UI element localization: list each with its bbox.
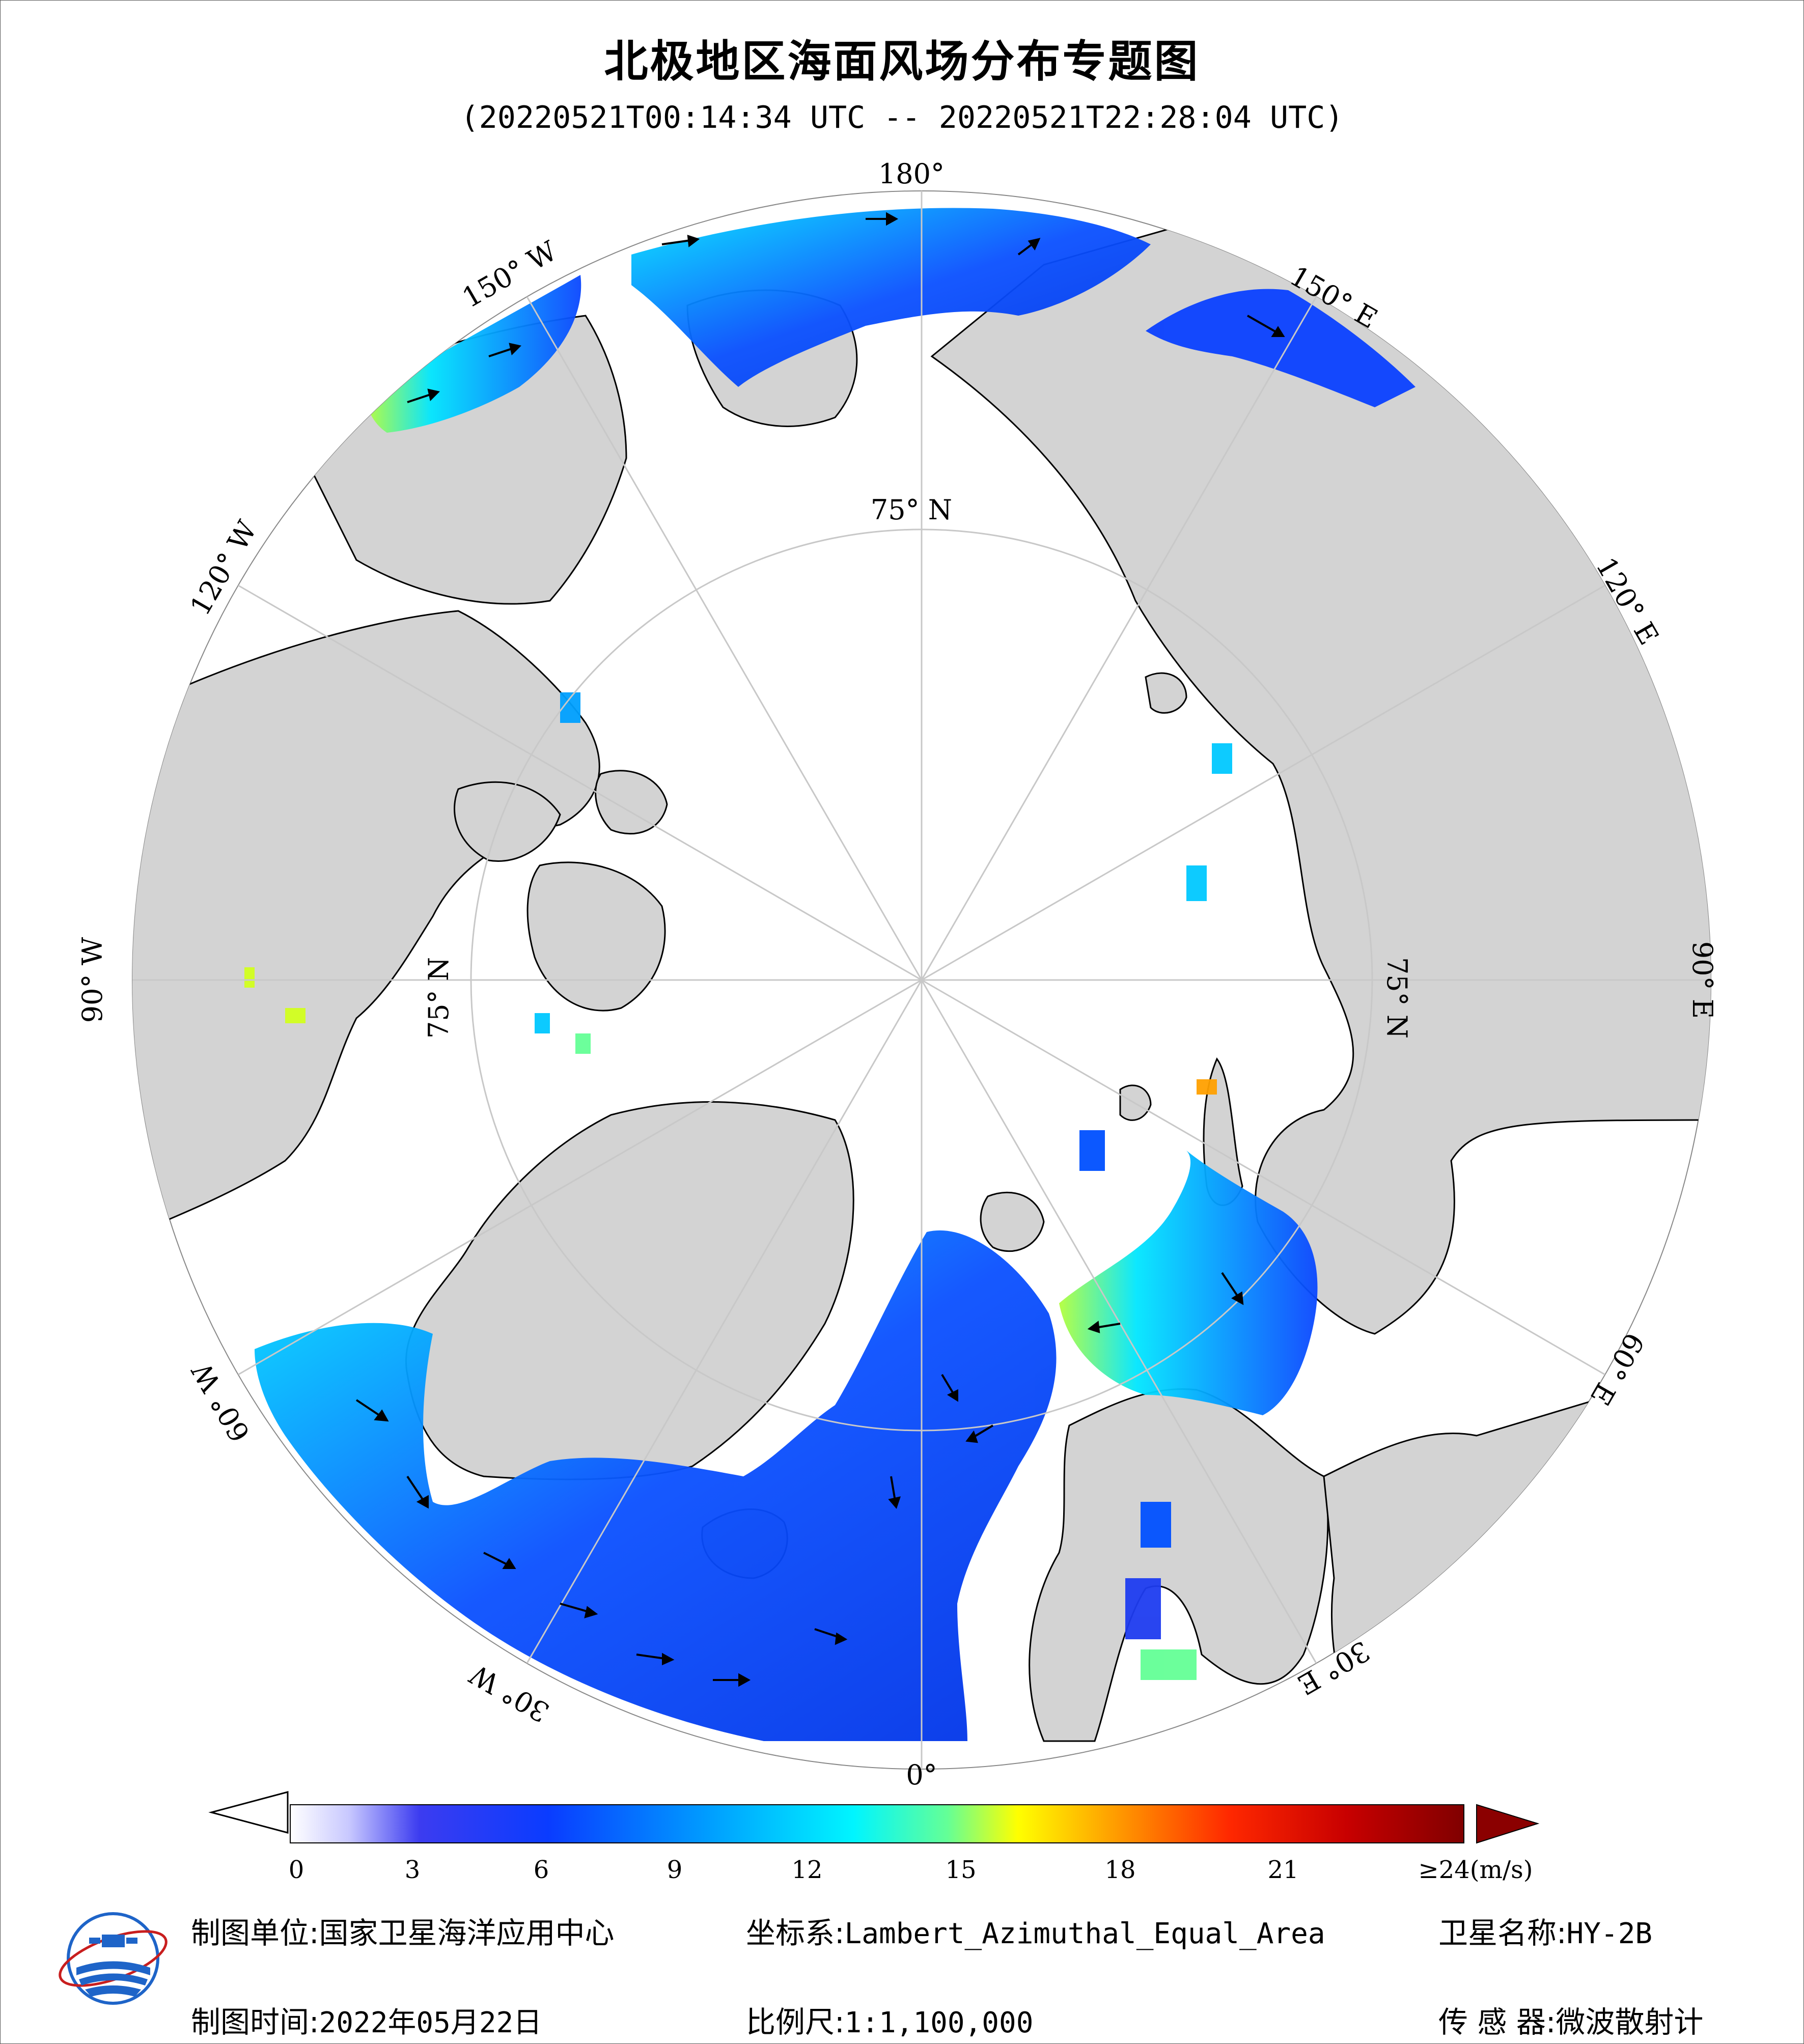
colorbar-tick-3: 3 xyxy=(404,1856,421,1884)
map-unit-value: 国家卫星海洋应用中心 xyxy=(319,1916,615,1950)
map-date-value: 2022年05月22日 xyxy=(319,2006,542,2039)
colorbar-tick-9: 9 xyxy=(667,1856,683,1884)
scale-value: 1:1,100,000 xyxy=(844,2006,1034,2039)
wind-arrows xyxy=(355,212,1285,1687)
colorbar-min-arrow xyxy=(208,1791,289,1834)
lat-label-left: 75° N xyxy=(423,957,455,1039)
lon-label-180: 180° xyxy=(878,158,945,190)
colorbar xyxy=(208,1791,1540,1844)
lat-label-right: 75° N xyxy=(1381,957,1413,1039)
colorbar-tick-6: 6 xyxy=(533,1856,549,1884)
nsoas-logo xyxy=(59,1912,168,2005)
colorbar-tick-15: 15 xyxy=(945,1856,977,1884)
colorbar-tick-21: 21 xyxy=(1267,1856,1299,1884)
sensor-label: 传 感 器: xyxy=(1438,2005,1556,2039)
coord-system-label: 坐标系: xyxy=(746,1916,845,1950)
satellite-value: HY-2B xyxy=(1566,1917,1653,1950)
lat-label-top: 75° N xyxy=(871,494,952,526)
lon-label-90w: 90° W xyxy=(76,937,108,1023)
colorbar-tick-18: 18 xyxy=(1104,1856,1136,1884)
colorbar-tick-12: 12 xyxy=(791,1856,823,1884)
scale-info: 比例尺:1:1,100,000 xyxy=(746,1998,1033,2041)
map-date-label: 制图时间: xyxy=(191,2005,319,2039)
satellite-label: 卫星名称: xyxy=(1438,1916,1567,1950)
satellite-info: 卫星名称:HY-2B xyxy=(1438,1909,1652,1952)
colorbar-gradient xyxy=(290,1804,1464,1843)
colorbar-tick-0: 0 xyxy=(288,1856,304,1884)
scale-label: 比例尺: xyxy=(746,2005,845,2039)
lon-label-0: 0° xyxy=(906,1759,937,1791)
map-title: 北极地区海面风场分布专题图 xyxy=(604,36,1200,87)
colorbar-max-arrow xyxy=(1476,1804,1540,1844)
coord-system-value: Lambert_Azimuthal_Equal_Area xyxy=(844,1917,1325,1950)
map-unit-label: 制图单位: xyxy=(191,1916,319,1950)
graticule xyxy=(132,191,1711,1769)
map-unit-info: 制图单位:国家卫星海洋应用中心 xyxy=(191,1909,615,1952)
sensor-info: 传 感 器:微波散射计 xyxy=(1438,1998,1703,2041)
map-date-info: 制图时间:2022年05月22日 xyxy=(191,1998,542,2041)
sensor-value: 微波散射计 xyxy=(1556,2005,1704,2039)
time-range-subtitle: (20220521T00:14:34 UTC -- 20220521T22:28… xyxy=(460,100,1344,135)
lon-label-90e: 90° E xyxy=(1686,941,1718,1019)
colorbar-tick-24: ≥24(m/s) xyxy=(1418,1856,1533,1884)
coord-system-info: 坐标系:Lambert_Azimuthal_Equal_Area xyxy=(746,1909,1325,1952)
latitude-labels: 75° N 75° N 75° N xyxy=(423,494,1413,1039)
